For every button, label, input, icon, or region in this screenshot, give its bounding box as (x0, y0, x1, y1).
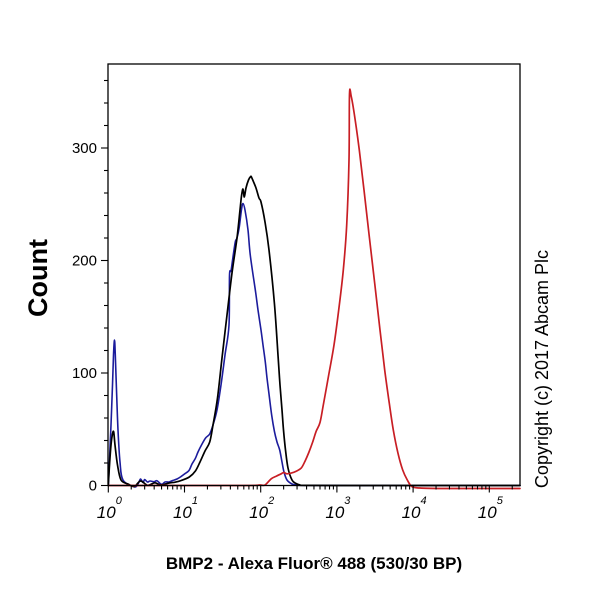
svg-text:101: 101 (173, 495, 198, 522)
svg-text:105: 105 (478, 495, 504, 522)
svg-text:100: 100 (72, 365, 97, 382)
svg-text:BMP2 - Alexa Fluor® 488 (530/3: BMP2 - Alexa Fluor® 488 (530/30 BP) (166, 554, 462, 573)
svg-text:200: 200 (72, 253, 97, 270)
svg-text:Copyright (c) 2017 Abcam Plc: Copyright (c) 2017 Abcam Plc (532, 250, 552, 488)
svg-text:100: 100 (97, 495, 123, 522)
svg-text:0: 0 (89, 478, 97, 495)
svg-text:104: 104 (402, 495, 427, 522)
svg-text:102: 102 (249, 495, 274, 522)
svg-text:Count: Count (23, 239, 53, 317)
svg-text:300: 300 (72, 140, 97, 157)
svg-text:103: 103 (325, 495, 351, 522)
